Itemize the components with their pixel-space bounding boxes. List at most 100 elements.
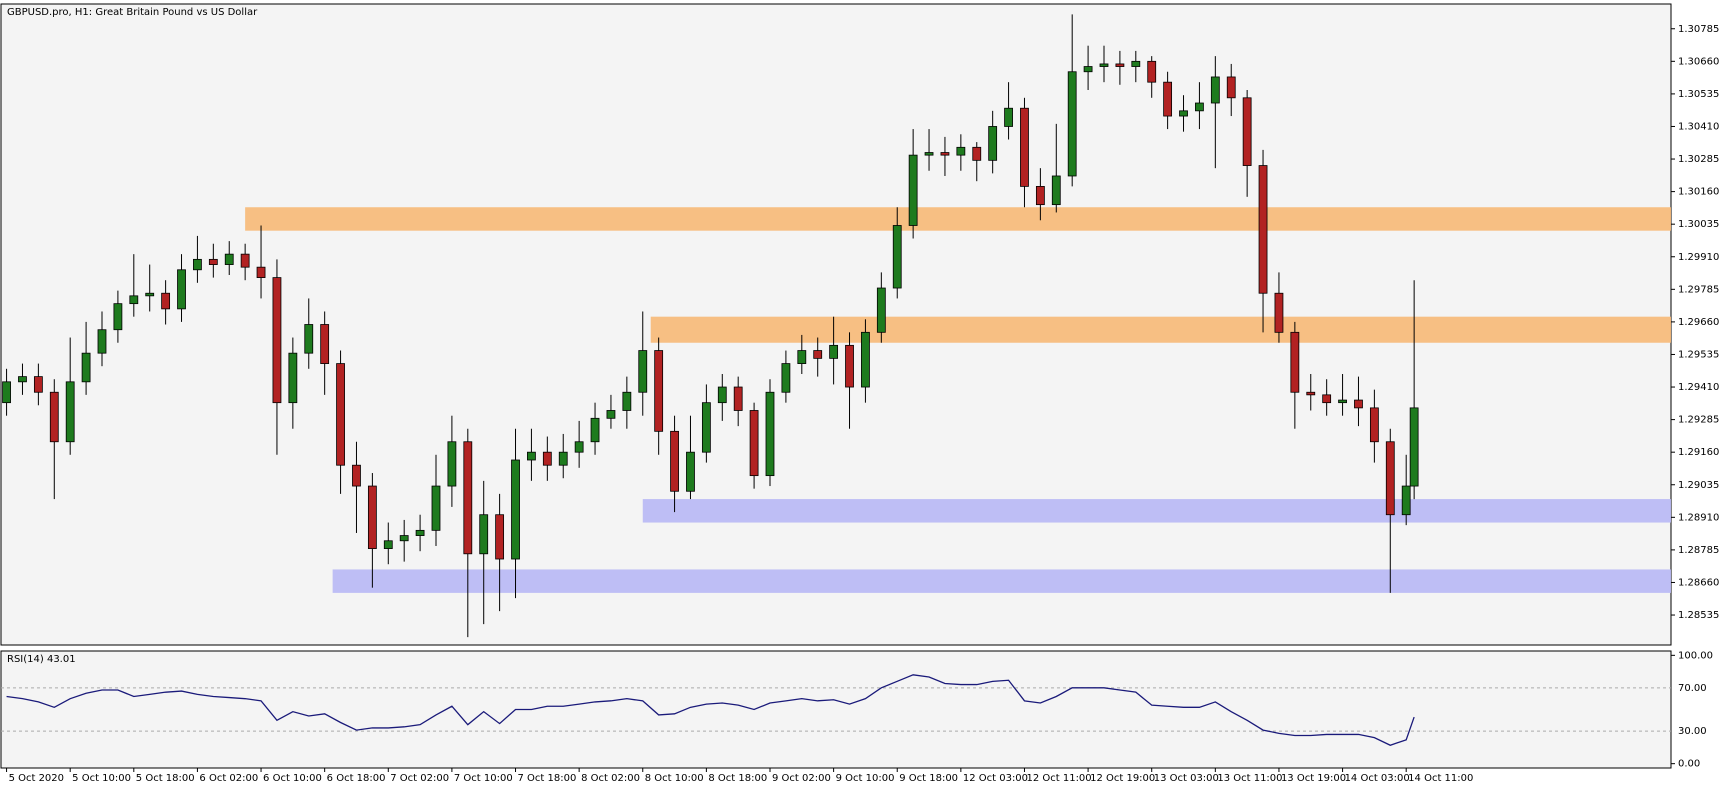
y-tick-label: 1.29285 — [1678, 415, 1719, 426]
x-tick-label: 14 Oct 11:00 — [1408, 773, 1473, 784]
candle-body — [1401, 485, 1411, 516]
candle-body — [670, 430, 679, 492]
candle-body — [574, 441, 584, 453]
x-tick-label: 12 Oct 19:00 — [1090, 773, 1155, 784]
y-tick-label: 1.28660 — [1678, 577, 1719, 588]
candle-body — [383, 540, 393, 549]
x-tick-label: 7 Oct 10:00 — [454, 773, 513, 784]
y-tick-label: 1.29660 — [1678, 317, 1719, 328]
candle-body — [972, 146, 982, 161]
x-tick-label: 5 Oct 10:00 — [72, 773, 131, 784]
zone — [650, 316, 1671, 343]
candle-body — [606, 410, 616, 419]
x-tick-label: 9 Oct 02:00 — [772, 773, 831, 784]
candle-body — [1179, 110, 1188, 117]
candle-body — [527, 451, 536, 461]
y-tick-label: 1.29410 — [1678, 382, 1719, 393]
candle-body — [1020, 107, 1029, 187]
candle-body — [1147, 60, 1157, 83]
candle-body — [495, 514, 505, 560]
candle-body — [701, 402, 711, 453]
candle-body — [511, 459, 520, 560]
candle-body — [1131, 60, 1141, 67]
candle-body — [431, 485, 441, 531]
x-tick-label: 6 Oct 02:00 — [199, 773, 258, 784]
candle-body — [1290, 331, 1300, 393]
rsi-pane — [0, 650, 1672, 769]
candle-body — [129, 295, 139, 305]
candle-body — [1067, 71, 1077, 177]
candle-body — [1195, 102, 1204, 112]
rsi-tick-label: 30.00 — [1678, 726, 1707, 737]
y-tick-label: 1.30285 — [1678, 154, 1719, 165]
candle-body — [463, 441, 473, 555]
x-tick-label: 6 Oct 18:00 — [327, 773, 386, 784]
candle-body — [829, 344, 839, 359]
x-tick-label: 6 Oct 10:00 — [263, 773, 322, 784]
candle-body — [336, 363, 345, 466]
candle-body — [717, 386, 727, 404]
candle-body — [924, 152, 934, 156]
candle-body — [1083, 66, 1093, 73]
candle-body — [1004, 107, 1013, 127]
candle-body — [479, 514, 489, 555]
candle-body — [861, 331, 870, 388]
candle-body — [1163, 81, 1173, 117]
y-tick-label: 1.30410 — [1678, 121, 1719, 132]
candle-body — [558, 451, 568, 466]
x-tick-label: 7 Oct 18:00 — [518, 773, 577, 784]
y-tick-label: 1.29535 — [1678, 349, 1719, 360]
y-tick-label: 1.30035 — [1678, 219, 1719, 230]
y-tick-label: 1.30785 — [1678, 24, 1719, 35]
candle-body — [988, 126, 998, 161]
candle-body — [304, 324, 314, 354]
candle-body — [256, 266, 266, 278]
candle-body — [1385, 441, 1395, 516]
candle-body — [1099, 63, 1109, 67]
candle-body — [65, 381, 75, 443]
candle-body — [97, 329, 107, 354]
candle-body — [1409, 407, 1419, 487]
candle-body — [177, 269, 186, 310]
candle-body — [1051, 175, 1061, 206]
candle-body — [1369, 407, 1379, 443]
candle-body — [1035, 185, 1045, 206]
rsi-tick-label: 70.00 — [1678, 683, 1707, 694]
candle-body — [765, 391, 775, 477]
candle-body — [145, 292, 155, 297]
candle-body — [367, 485, 377, 549]
rsi-tick-label: 100.00 — [1678, 650, 1713, 661]
candle-body — [240, 253, 250, 268]
candle-body — [876, 287, 886, 333]
candle-body — [49, 391, 59, 443]
candle-body — [320, 324, 330, 364]
candle-body — [415, 529, 425, 536]
x-tick-label: 9 Oct 18:00 — [899, 773, 958, 784]
x-tick-label: 8 Oct 10:00 — [645, 773, 704, 784]
zone — [642, 499, 1672, 523]
candle-body — [908, 154, 918, 226]
candle-body — [1210, 76, 1220, 104]
y-tick-label: 1.29160 — [1678, 447, 1719, 458]
candle-body — [1115, 63, 1125, 67]
rsi-tick-label: 0.00 — [1678, 759, 1700, 770]
candle-body — [1338, 399, 1347, 404]
candle-body — [781, 363, 791, 393]
x-tick-label: 12 Oct 03:00 — [963, 773, 1028, 784]
candle-body — [892, 225, 902, 289]
y-tick-label: 1.28785 — [1678, 545, 1719, 556]
y-tick-label: 1.29910 — [1678, 252, 1719, 263]
x-tick-label: 8 Oct 18:00 — [708, 773, 767, 784]
candle-body — [81, 352, 91, 383]
candle-body — [2, 381, 11, 404]
candle-body — [733, 386, 743, 411]
candle-body — [288, 352, 298, 404]
x-tick-label: 14 Oct 03:00 — [1345, 773, 1410, 784]
y-tick-label: 1.30535 — [1678, 89, 1719, 100]
x-tick-label: 13 Oct 03:00 — [1154, 773, 1219, 784]
candle-body — [352, 464, 361, 487]
rsi-title: RSI(14) 43.01 — [7, 654, 76, 665]
chart-title: GBPUSD.pro, H1: Great Britain Pound vs U… — [7, 7, 258, 18]
candle-body — [956, 146, 966, 156]
